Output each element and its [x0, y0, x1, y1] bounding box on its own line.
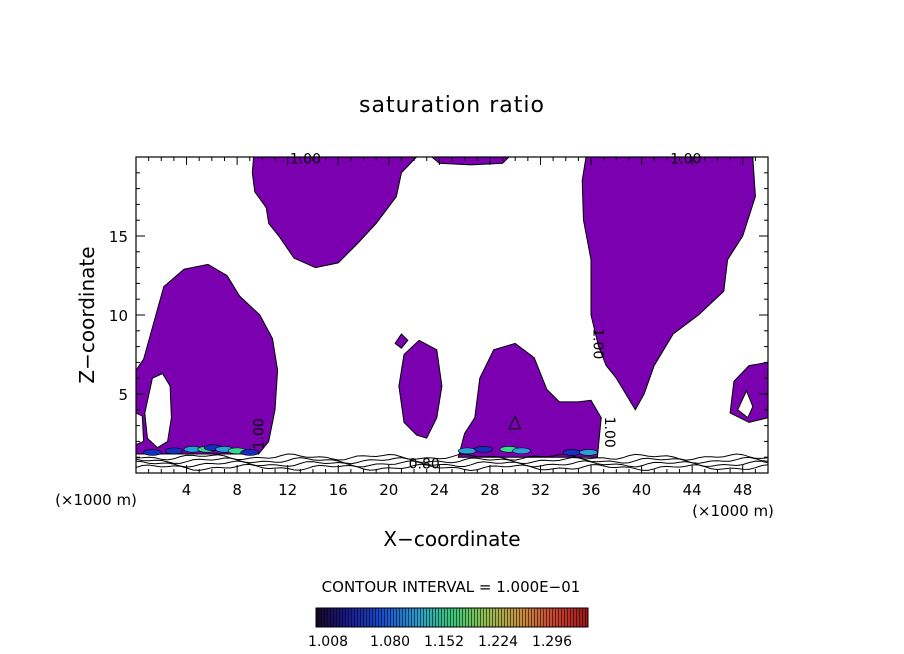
- high-value-spot: [164, 447, 184, 455]
- x-unit-label-left: (×1000 m): [55, 491, 137, 509]
- colorbar-tick-label: 1.080: [370, 634, 410, 650]
- high-value-spot: [579, 449, 598, 456]
- x-tick-label: 4: [182, 481, 192, 499]
- colorbar-tick-label: 1.008: [308, 634, 348, 650]
- high-value-spot: [143, 449, 162, 456]
- x-tick-label: 24: [430, 481, 449, 499]
- x-tick-label: 40: [632, 481, 651, 499]
- plot-area: [136, 157, 768, 473]
- contour-interval-text: CONTOUR INTERVAL = 1.000E−01: [322, 578, 581, 596]
- colorbar-tick-label: 1.296: [532, 634, 572, 650]
- high-value-spot: [457, 447, 477, 455]
- colorbar: [315, 607, 589, 628]
- y-tick-label: 15: [109, 228, 128, 246]
- y-axis-label: Z−coordinate: [75, 246, 99, 383]
- x-tick-label: 28: [480, 481, 499, 499]
- colorbar-tick-label: 1.224: [478, 634, 518, 650]
- x-unit-label-right: (×1000 m): [692, 502, 774, 520]
- contour-label: 1.00: [290, 152, 321, 168]
- high-value-spot: [512, 447, 531, 455]
- x-tick-label: 16: [329, 481, 348, 499]
- x-axis-label: X−coordinate: [383, 527, 520, 551]
- x-tick-label: 44: [683, 481, 702, 499]
- contour-label: 1.00: [590, 328, 606, 359]
- high-value-spot: [240, 449, 260, 456]
- high-value-spot: [562, 449, 582, 456]
- high-value-spot: [474, 445, 493, 453]
- contour-label: 1.00: [601, 417, 617, 448]
- supersaturation-region: [431, 157, 510, 166]
- chart-title: saturation ratio: [359, 93, 545, 118]
- x-tick-label: 48: [733, 481, 752, 499]
- supersaturation-region: [394, 333, 409, 349]
- contour-label: 0.80: [409, 457, 440, 473]
- contour-label: 1.00: [670, 152, 701, 168]
- supersaturation-region: [581, 157, 756, 411]
- supersaturation-region: [251, 157, 418, 269]
- contour-label: 1.00: [252, 418, 268, 449]
- colorbar-tick-label: 1.152: [424, 634, 464, 650]
- supersaturation-region: [508, 414, 522, 430]
- subsaturated-hole: [737, 389, 754, 419]
- x-tick-label: 32: [531, 481, 550, 499]
- y-tick-label: 10: [109, 307, 128, 325]
- surface-contour-line: [136, 453, 768, 461]
- subsaturated-hole: [144, 372, 172, 449]
- supersaturation-region: [457, 342, 602, 458]
- surface-contour-line: [136, 456, 768, 465]
- x-tick-label: 36: [581, 481, 600, 499]
- supersaturation-region: [398, 339, 443, 439]
- x-tick-label: 8: [232, 481, 242, 499]
- y-tick-label: 5: [118, 386, 128, 404]
- surface-contour-line: [136, 463, 768, 472]
- subsaturated-hole: [136, 412, 145, 446]
- x-tick-label: 12: [278, 481, 297, 499]
- x-tick-label: 20: [379, 481, 398, 499]
